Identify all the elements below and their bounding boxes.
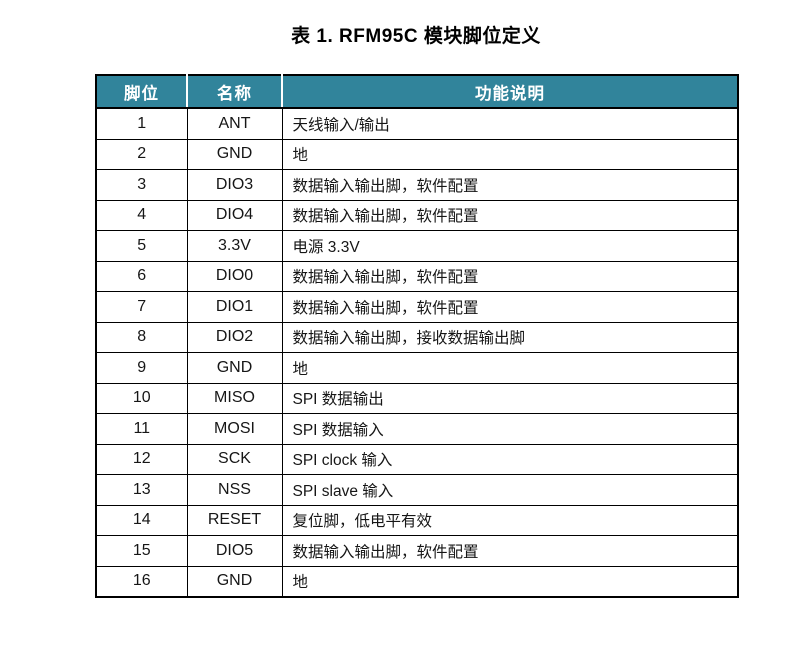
table-row: 13 NSS SPI slave 输入 [95, 474, 739, 506]
desc-cell: SPI 数据输出 [281, 382, 739, 414]
header-row: 脚位 名称 功能说明 [96, 75, 738, 109]
table-row: 9 GND 地 [95, 352, 739, 384]
table-row: 4 DIO4 数据输入输出脚，软件配置 [95, 199, 739, 231]
name-cell: GND [186, 565, 283, 598]
name-cell: 3.3V [186, 230, 283, 262]
pin-cell: 3 [95, 169, 188, 201]
name-cell: GND [186, 352, 283, 384]
pin-cell: 16 [95, 565, 188, 598]
desc-cell: SPI clock 输入 [281, 443, 739, 475]
table-row: 14 RESET 复位脚，低电平有效 [95, 504, 739, 536]
pin-cell: 10 [95, 382, 188, 414]
table-row: 16 GND 地 [95, 565, 739, 598]
name-cell: GND [186, 138, 283, 170]
table-row: 15 DIO5 数据输入输出脚，软件配置 [95, 535, 739, 567]
desc-cell: 数据输入输出脚，软件配置 [281, 291, 739, 323]
header-desc: 功能说明 [281, 75, 738, 109]
name-cell: MOSI [186, 413, 283, 445]
table-row: 1 ANT 天线输入/输出 [95, 107, 739, 140]
name-cell: DIO3 [186, 169, 283, 201]
table-row: 12 SCK SPI clock 输入 [95, 443, 739, 475]
table-row: 3 DIO3 数据输入输出脚，软件配置 [95, 169, 739, 201]
pin-cell: 5 [95, 230, 188, 262]
pin-cell: 13 [95, 474, 188, 506]
name-cell: RESET [186, 504, 283, 536]
table-row: 11 MOSI SPI 数据输入 [95, 413, 739, 445]
pin-cell: 14 [95, 504, 188, 536]
table-title: 表 1. RFM95C 模块脚位定义 [291, 26, 541, 47]
desc-cell: 地 [281, 138, 739, 170]
desc-cell: 数据输入输出脚，接收数据输出脚 [281, 321, 739, 353]
pin-cell: 15 [95, 535, 188, 567]
pin-cell: 12 [95, 443, 188, 475]
header-name: 名称 [186, 75, 282, 109]
desc-cell: 地 [281, 352, 739, 384]
header-pin: 脚位 [96, 75, 187, 109]
desc-cell: SPI 数据输入 [281, 413, 739, 445]
desc-cell: 地 [281, 565, 739, 598]
table-row: 8 DIO2 数据输入输出脚，接收数据输出脚 [95, 321, 739, 353]
name-cell: DIO4 [186, 199, 283, 231]
desc-cell: 数据输入输出脚，软件配置 [281, 260, 739, 292]
pin-cell: 2 [95, 138, 188, 170]
name-cell: DIO2 [186, 321, 283, 353]
name-cell: SCK [186, 443, 283, 475]
name-cell: DIO1 [186, 291, 283, 323]
name-cell: DIO5 [186, 535, 283, 567]
desc-cell: SPI slave 输入 [281, 474, 739, 506]
table-row: 10 MISO SPI 数据输出 [95, 382, 739, 414]
name-cell: ANT [186, 107, 283, 140]
name-cell: NSS [186, 474, 283, 506]
pin-cell: 4 [95, 199, 188, 231]
table-row: 2 GND 地 [95, 138, 739, 170]
name-cell: MISO [186, 382, 283, 414]
pin-cell: 11 [95, 413, 188, 445]
name-cell: DIO0 [186, 260, 283, 292]
desc-cell: 电源 3.3V [281, 230, 739, 262]
desc-cell: 数据输入输出脚，软件配置 [281, 535, 739, 567]
table-row: 7 DIO1 数据输入输出脚，软件配置 [95, 291, 739, 323]
pin-cell: 7 [95, 291, 188, 323]
table-row: 5 3.3V 电源 3.3V [95, 230, 739, 262]
table-row: 6 DIO0 数据输入输出脚，软件配置 [95, 260, 739, 292]
pin-table-body: 1 ANT 天线输入/输出 2 GND 地 3 DIO3 数据输入输出脚，软件配置 4 DIO4 数据… [95, 107, 739, 598]
pin-cell: 6 [95, 260, 188, 292]
desc-cell: 数据输入输出脚，软件配置 [281, 199, 739, 231]
desc-cell: 天线输入/输出 [281, 107, 739, 140]
pin-cell: 1 [95, 107, 188, 140]
desc-cell: 数据输入输出脚，软件配置 [281, 169, 739, 201]
desc-cell: 复位脚，低电平有效 [281, 504, 739, 536]
pin-cell: 9 [95, 352, 188, 384]
table-header: 脚位 名称 功能说明 [96, 75, 738, 109]
pin-cell: 8 [95, 321, 188, 353]
pin-definition-table: 脚位 名称 功能说明 1 ANT 天线输入/输出 2 GND 地 3 DIO3 数据输入输出脚，… [95, 74, 739, 598]
